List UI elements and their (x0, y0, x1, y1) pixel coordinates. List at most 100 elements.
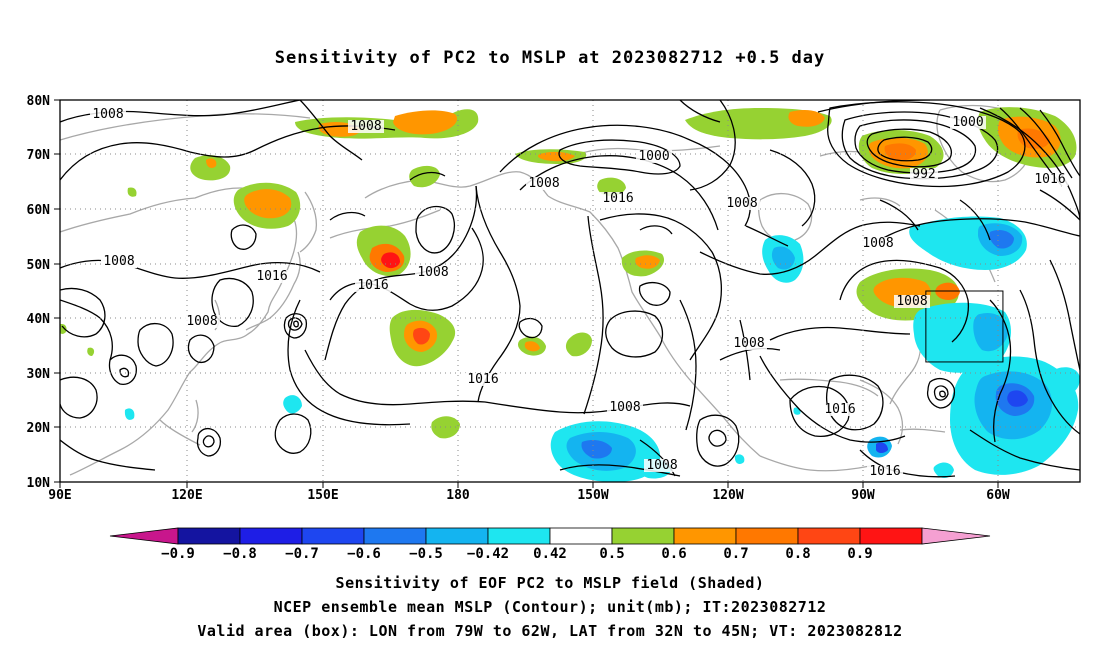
valid-area-box (925, 290, 1004, 363)
longitude-labels: 90E 120E 150E 180 150W 120W 90W 60W (48, 488, 1010, 503)
lon-label: 120E (171, 488, 202, 503)
colorbar-swatch (735, 527, 799, 545)
contour-label: 1016 (357, 278, 388, 293)
contour-label: 1008 (896, 294, 927, 309)
colorbar-swatch (177, 527, 241, 545)
colorbar-label: 0.42 (533, 546, 567, 562)
colorbar-swatch (487, 527, 551, 545)
caption-line-1: Sensitivity of EOF PC2 to MSLP field (Sh… (335, 574, 765, 592)
lat-label: 40N (27, 312, 51, 327)
contour-label-bg (90, 108, 126, 121)
contour-label-bg (348, 120, 384, 133)
caption-line-2: NCEP ensemble mean MSLP (Contour); unit(… (273, 598, 827, 616)
contour-label-bg (1032, 173, 1068, 186)
negative-sensitivity-shading (124, 216, 1080, 482)
contour-label-bg (526, 177, 562, 190)
contour-label-bg (415, 266, 451, 279)
contour-label-bg (724, 197, 760, 210)
contour-label: 1008 (726, 196, 757, 211)
contour-label: 1008 (186, 314, 217, 329)
contour-label-bg (101, 255, 137, 268)
contour-label-bg (950, 116, 986, 129)
colorbar-label: −0.8 (223, 546, 257, 562)
contour-label: 1008 (528, 176, 559, 191)
colorbar-swatch (109, 527, 179, 545)
contour-label: 1008 (733, 336, 764, 351)
mslp-contours (60, 100, 1080, 478)
contour-label: 1016 (1034, 172, 1065, 187)
lat-label: 30N (27, 367, 51, 382)
lon-label: 150W (577, 488, 608, 503)
lon-label: 90W (851, 488, 875, 503)
colorbar-label: 0.9 (847, 546, 872, 562)
colorbar-swatch (797, 527, 861, 545)
colorbar-label: 0.8 (785, 546, 810, 562)
contour-label: 1016 (824, 402, 855, 417)
colorbar-label: −0.6 (347, 546, 381, 562)
contour-label-bg (822, 403, 858, 416)
contour-label-bg (607, 401, 643, 414)
colorbar-label: −0.42 (467, 546, 509, 562)
contour-label: 1008 (609, 400, 640, 415)
contour-label: 1008 (417, 265, 448, 280)
contour-label: 1016 (467, 372, 498, 387)
contour-label-bg (860, 237, 896, 250)
colorbar (109, 527, 991, 545)
colorbar-labels: −0.9 −0.8 −0.7 −0.6 −0.5 −0.42 0.42 0.5 0.6 0.7 0.… (161, 546, 873, 562)
lon-label: 150E (307, 488, 338, 503)
lat-label: 60N (27, 203, 51, 218)
lon-label: 120W (712, 488, 743, 503)
contour-label: 1000 (952, 115, 983, 130)
contour-label-bg (600, 192, 636, 205)
contour-label: 1008 (646, 458, 677, 473)
colorbar-swatch (301, 527, 365, 545)
contour-label-bg (644, 459, 680, 472)
contour-label-bg (465, 373, 501, 386)
lon-label: 60W (986, 488, 1010, 503)
colorbar-swatch (611, 527, 675, 545)
colorbar-label: 0.7 (723, 546, 748, 562)
contour-label: 1000 (638, 149, 669, 164)
contour-labels: 1008 1008 1008 1016 1016 1008 1000 1008 1016 1008… (90, 107, 1068, 479)
colorbar-swatch (549, 527, 613, 545)
caption-line-3: Valid area (box): LON from 79W to 62W, L… (197, 622, 903, 640)
lat-label: 20N (27, 421, 51, 436)
colorbar-label: −0.9 (161, 546, 195, 562)
lat-label: 10N (27, 476, 51, 491)
latitude-labels: 80N 70N 60N 50N 40N 30N 20N 10N (27, 94, 51, 491)
contour-label: 1016 (869, 464, 900, 479)
axis-ticks (54, 99, 999, 488)
contour-label-bg (867, 465, 903, 478)
map-frame (59, 99, 1081, 483)
lon-label: 90E (48, 488, 71, 503)
colorbar-label: −0.5 (409, 546, 443, 562)
contour-label-bg (731, 337, 767, 350)
colorbar-swatch (363, 527, 427, 545)
contour-label: 1008 (92, 107, 123, 122)
colorbar-swatch (859, 527, 923, 545)
contour-label: 1008 (350, 119, 381, 134)
contour-label-bg (910, 168, 938, 181)
lat-label: 70N (27, 148, 51, 163)
contour-label-bg (355, 279, 391, 292)
lat-label: 80N (27, 94, 51, 109)
contour-label: 1008 (103, 254, 134, 269)
contour-label: 1016 (602, 191, 633, 206)
colorbar-label: 0.6 (661, 546, 686, 562)
colorbar-swatch (921, 527, 991, 545)
colorbar-swatch (425, 527, 489, 545)
colorbar-label: −0.7 (285, 546, 319, 562)
colorbar-swatch (239, 527, 303, 545)
contour-label: 1008 (862, 236, 893, 251)
lon-label: 180 (446, 488, 470, 503)
map-title: Sensitivity of PC2 to MSLP at 2023082712… (274, 48, 826, 68)
contour-label-bg (894, 295, 930, 308)
contour-label-bg (636, 150, 672, 163)
colorbar-label: 0.5 (599, 546, 624, 562)
contour-label: 992 (912, 167, 935, 182)
colorbar-swatch (673, 527, 737, 545)
lat-label: 50N (27, 258, 51, 273)
contour-label-bg (254, 270, 290, 283)
contour-label: 1016 (256, 269, 287, 284)
